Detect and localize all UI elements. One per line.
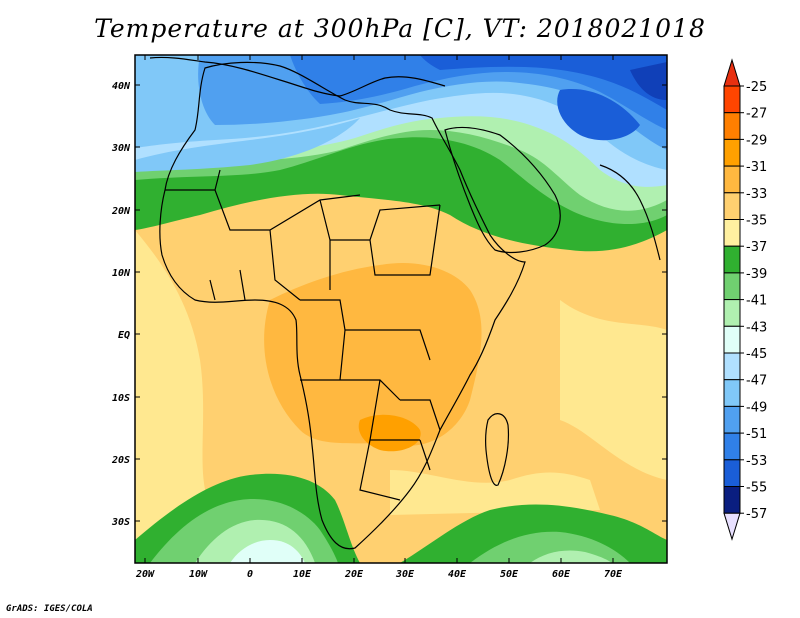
colorbar-segment-last: [723, 486, 741, 514]
colorbar-segment: [723, 192, 741, 221]
colorbar-segment: [723, 299, 741, 327]
lat-tick-label: 10S: [112, 393, 130, 404]
colorbar-segment: [723, 459, 741, 487]
africa-coastline: [159, 61, 526, 550]
europe-coastline: [149, 56, 446, 97]
temperature-field: [135, 55, 667, 563]
field-coldest-patch: [630, 62, 667, 100]
coastlines: [149, 56, 661, 550]
field-cold-patch-iran: [557, 89, 640, 141]
field-south-east-41: [530, 550, 612, 563]
colorbar-segment: [723, 405, 741, 434]
colorbar-label: -39: [746, 267, 767, 282]
colorbar-label: -41: [746, 294, 767, 309]
colorbar-segment: [723, 245, 741, 274]
madagascar-coastline: [485, 413, 510, 486]
lon-tick-label: 20E: [344, 569, 364, 580]
colorbar-label: -47: [746, 374, 767, 389]
lon-tick-label: 30E: [395, 569, 415, 580]
lon-tick-label: 40E: [448, 569, 467, 580]
colorbar-label: -25: [746, 80, 767, 95]
colorbar-top-arrow: [723, 58, 741, 87]
colorbar-segment: [723, 219, 741, 247]
colorbar-label: -57: [746, 507, 767, 522]
colorbar-label: -51: [746, 427, 767, 442]
credit-text: GrADS: IGES/COLA: [6, 604, 93, 614]
colorbar-segment: [723, 85, 741, 114]
colorbar-segment: [723, 432, 741, 461]
field-south-band-43: [230, 540, 305, 563]
colorbar-label: -37: [746, 240, 767, 255]
longitude-axis: 20W 10W 0 10E 20E 30E 40E 50E 60E 70E: [135, 55, 623, 580]
lon-tick-label: 10E: [293, 569, 312, 580]
lat-tick-label: EQ: [118, 330, 130, 341]
lat-tick-label: 30N: [111, 143, 131, 154]
colorbar-segment: [723, 272, 741, 301]
colorbar-bottom-arrow: [723, 512, 741, 541]
arabia-coastline: [444, 126, 561, 254]
colorbar-segment: [723, 325, 741, 354]
colorbar-label: -33: [746, 187, 767, 202]
lat-tick-label: 30S: [111, 517, 130, 528]
field-sahara-tongue: [135, 118, 360, 172]
colorbar-segment: [723, 112, 741, 140]
country-borders: [165, 169, 441, 501]
field-south-light: [390, 470, 600, 515]
colorbar-label: -31: [746, 160, 767, 175]
latitude-axis: 40N 30N 20N 10N EQ 10S 20S 30S: [111, 81, 667, 528]
lon-tick-label: 20W: [135, 569, 155, 580]
lon-tick-label: 10W: [189, 569, 208, 580]
colorbar-segment: [723, 138, 741, 167]
colorbar-label: -55: [746, 481, 767, 496]
lon-tick-label: 60E: [552, 569, 571, 580]
lat-tick-label: 20S: [111, 455, 130, 466]
colorbar-segment: [723, 352, 741, 381]
colorbar: -25 -27 -29 -31 -33 -35 -37 -39 -41 -43 -45 -47 -49 -…: [723, 58, 767, 541]
field-east-light: [560, 300, 667, 480]
lat-tick-label: 10N: [112, 268, 131, 279]
colorbar-label: -53: [746, 454, 767, 469]
india-coastline: [599, 164, 661, 261]
colorbar-label: -43: [746, 320, 767, 335]
field-west-light: [135, 230, 220, 540]
field-band-51: [290, 55, 667, 130]
lat-tick-label: 40N: [112, 81, 131, 92]
lon-tick-label: 70E: [604, 569, 623, 580]
colorbar-label: -49: [746, 400, 767, 415]
field-hot-spot: [358, 414, 421, 452]
colorbar-label: -35: [746, 214, 767, 229]
chart-title: Temperature at 300hPa [C], VT: 201802101…: [94, 14, 706, 43]
field-band-53: [420, 55, 667, 110]
colorbar-segment: [723, 165, 741, 194]
colorbar-segment: [723, 379, 741, 407]
colorbar-label: -29: [746, 133, 767, 148]
colorbar-label: -45: [746, 347, 767, 362]
lon-tick-label: 0: [247, 569, 253, 580]
colorbar-label: -27: [746, 107, 767, 122]
plot-frame: [134, 54, 668, 564]
lon-tick-label: 50E: [500, 569, 519, 580]
lat-tick-label: 20N: [111, 206, 131, 217]
